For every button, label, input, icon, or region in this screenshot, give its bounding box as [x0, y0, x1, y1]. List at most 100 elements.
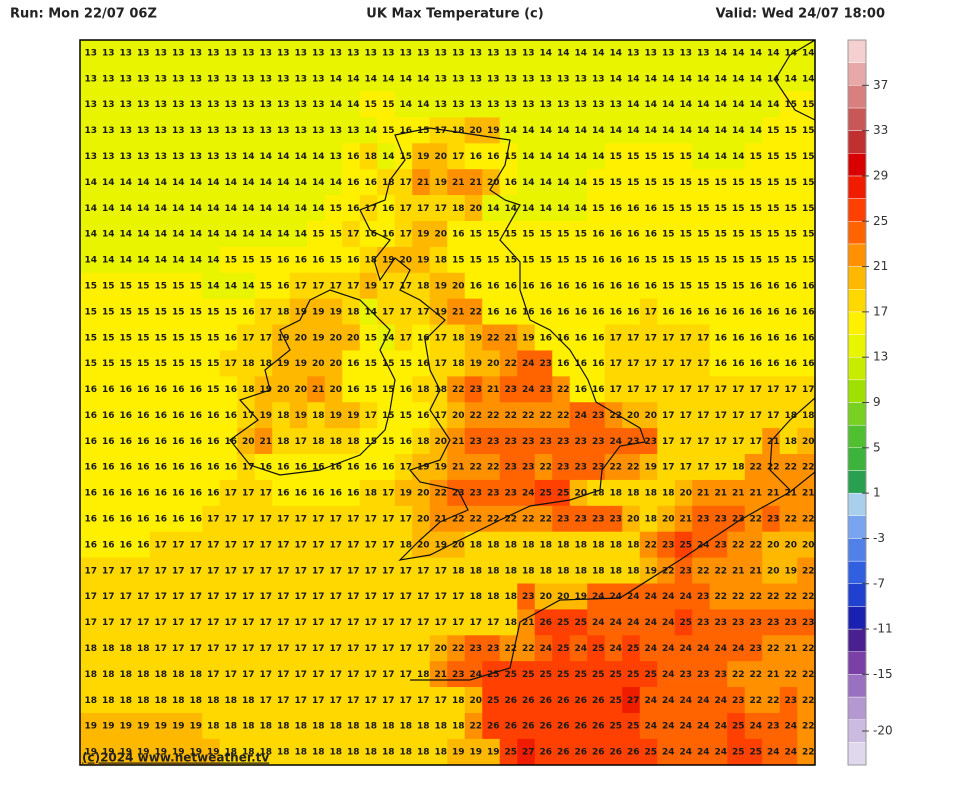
- temp-label: 15: [154, 333, 167, 343]
- temp-label: 13: [172, 48, 185, 58]
- temp-label: 17: [102, 592, 115, 602]
- temp-label: 13: [539, 100, 552, 110]
- temp-label: 15: [207, 333, 220, 343]
- temp-label: 18: [504, 618, 517, 628]
- temp-label: 16: [242, 307, 255, 317]
- temp-label: 17: [399, 696, 412, 706]
- temp-label: 17: [382, 696, 395, 706]
- temp-label: 18: [137, 670, 150, 680]
- temp-label: 15: [119, 359, 132, 369]
- temp-label: 23: [767, 722, 780, 732]
- temp-label: 17: [154, 644, 167, 654]
- colorbar-band: [847, 289, 867, 313]
- temp-label: 15: [644, 178, 657, 188]
- temp-label: 15: [539, 256, 552, 266]
- temp-label: 14: [242, 204, 255, 214]
- temp-label: 14: [119, 230, 132, 240]
- temp-label: 21: [452, 307, 465, 317]
- temp-label: 17: [714, 463, 727, 473]
- temp-label: 15: [627, 152, 640, 162]
- temp-label: 15: [364, 359, 377, 369]
- colorbar-band: [847, 560, 867, 584]
- temp-label: 17: [154, 540, 167, 550]
- temp-label: 14: [277, 204, 290, 214]
- temp-label: 16: [592, 307, 605, 317]
- temp-label: 18: [259, 359, 272, 369]
- temp-label: 17: [189, 644, 202, 654]
- temp-label: 17: [417, 307, 430, 317]
- temp-label: 20: [434, 152, 447, 162]
- temp-label: 16: [312, 489, 325, 499]
- temp-label: 14: [137, 256, 150, 266]
- temp-label: 17: [487, 618, 500, 628]
- temp-label: 17: [399, 566, 412, 576]
- temp-label: 26: [574, 722, 587, 732]
- temp-label: 16: [487, 281, 500, 291]
- temp-label: 23: [487, 437, 500, 447]
- temp-label: 13: [84, 152, 97, 162]
- temp-label: 14: [557, 126, 570, 136]
- temp-label: 27: [522, 748, 535, 758]
- temp-label: 15: [767, 178, 780, 188]
- temp-label: 17: [434, 126, 447, 136]
- temp-label: 14: [679, 74, 692, 84]
- temp-label: 18: [609, 540, 622, 550]
- temp-label: 13: [417, 48, 430, 58]
- temp-label: 19: [364, 281, 377, 291]
- temp-label: 17: [259, 333, 272, 343]
- temp-label: 15: [732, 256, 745, 266]
- temp-label: 13: [452, 100, 465, 110]
- temp-label: 13: [294, 74, 307, 84]
- temp-label: 18: [627, 489, 640, 499]
- temp-label: 21: [312, 385, 325, 395]
- temp-label: 13: [102, 100, 115, 110]
- temp-label: 17: [452, 152, 465, 162]
- temp-label: 17: [154, 618, 167, 628]
- colorbar: 37 33 29 25 21 17 13 9 5 1 -3 -7 -11 -15 -20: [847, 39, 893, 766]
- temp-label: 14: [242, 230, 255, 240]
- temp-label: 25: [592, 670, 605, 680]
- temp-label: 17: [189, 592, 202, 602]
- temp-label: 13: [172, 74, 185, 84]
- temp-label: 16: [347, 385, 360, 395]
- temp-label: 23: [784, 618, 797, 628]
- temp-label: 16: [137, 540, 150, 550]
- temp-label: 15: [119, 333, 132, 343]
- temp-label: 14: [539, 152, 552, 162]
- temp-label: 22: [784, 592, 797, 602]
- temp-label: 15: [382, 100, 395, 110]
- temp-label: 24: [679, 696, 692, 706]
- temp-label: 18: [504, 566, 517, 576]
- colorbar-band: [847, 85, 867, 109]
- temp-label: 18: [399, 748, 412, 758]
- temp-label: 16: [557, 307, 570, 317]
- temp-label: 15: [137, 359, 150, 369]
- temp-label: 22: [557, 385, 570, 395]
- temp-label: 23: [627, 437, 640, 447]
- temp-label: 17: [329, 592, 342, 602]
- temp-label: 15: [102, 307, 115, 317]
- temp-label: 23: [539, 359, 552, 369]
- temp-label: 23: [592, 437, 605, 447]
- temp-label: 19: [277, 333, 290, 343]
- temp-label: 14: [102, 230, 115, 240]
- temp-label: 16: [137, 411, 150, 421]
- temp-label: 21: [802, 489, 815, 499]
- temp-label: 14: [697, 100, 710, 110]
- temp-label: 16: [627, 230, 640, 240]
- temp-label: 16: [417, 359, 430, 369]
- temp-label: 25: [609, 696, 622, 706]
- temp-label: 15: [329, 230, 342, 240]
- temp-label: 13: [434, 48, 447, 58]
- temp-label: 15: [802, 256, 815, 266]
- temp-label: 19: [469, 333, 482, 343]
- temp-label: 13: [644, 48, 657, 58]
- temp-label: 22: [539, 515, 552, 525]
- temp-label: 17: [224, 670, 237, 680]
- temp-label: 15: [732, 204, 745, 214]
- temp-label: 16: [137, 489, 150, 499]
- temp-label: 14: [767, 48, 780, 58]
- temp-label: 15: [364, 333, 377, 343]
- temp-label: 14: [732, 48, 745, 58]
- colorbar-label: 29: [873, 168, 888, 182]
